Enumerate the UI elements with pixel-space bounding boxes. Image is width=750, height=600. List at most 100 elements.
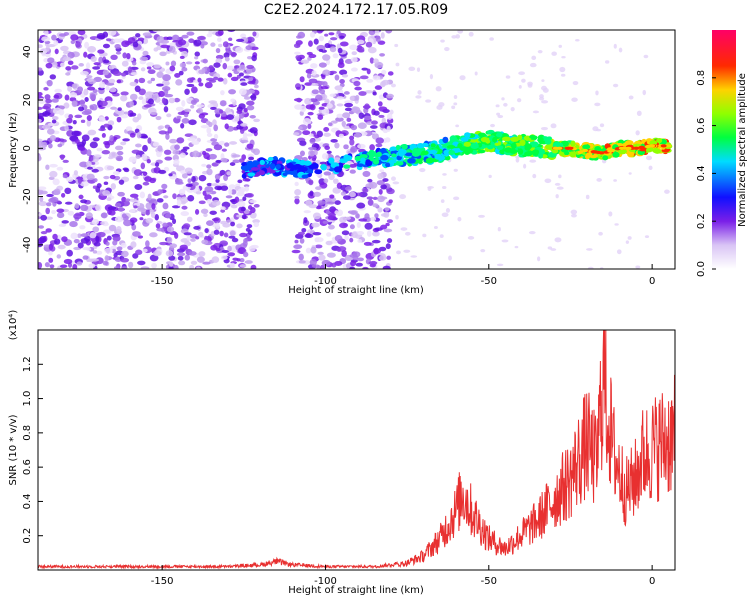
noise-dot (164, 81, 170, 86)
noise-dot (183, 232, 192, 236)
noise-dot (219, 230, 224, 237)
noise-dot (120, 114, 129, 119)
noise-dot (128, 198, 137, 202)
faint-dot (550, 248, 557, 251)
faint-dot (408, 66, 416, 72)
trace-dot (396, 155, 402, 161)
noise-dot (367, 178, 373, 183)
noise-dot (191, 181, 199, 186)
noise-dot (116, 246, 123, 251)
noise-dot (129, 100, 134, 108)
noise-dot (206, 198, 212, 204)
faint-dot (442, 173, 447, 176)
noise-dot (201, 67, 206, 74)
noise-dot (239, 139, 249, 143)
faint-dot (561, 56, 566, 59)
noise-dot (56, 254, 62, 259)
snr-line (38, 330, 675, 570)
noise-dot (53, 94, 60, 99)
noise-dot (74, 203, 80, 209)
noise-dot (228, 37, 233, 42)
faint-dot (391, 176, 396, 181)
noise-dot (51, 34, 57, 41)
noise-dot (362, 266, 369, 269)
spectrogram-x-ticks: -150 -100 -50 0 (151, 264, 655, 287)
noise-dot (198, 200, 206, 205)
faint-dot (422, 233, 427, 238)
faint-dot (453, 102, 458, 106)
noise-dot (200, 43, 205, 49)
noise-dot (180, 169, 186, 175)
noise-dot (317, 200, 326, 205)
faint-dot (643, 54, 649, 59)
noise-dot (190, 238, 196, 242)
noise-dot (357, 239, 363, 243)
noise-dot (56, 208, 65, 213)
noise-dot (252, 148, 260, 156)
noise-dot (220, 185, 229, 191)
noise-dot (151, 203, 156, 210)
noise-dot (313, 38, 319, 45)
noise-dot (210, 244, 218, 251)
noise-dot (379, 53, 385, 57)
noise-dot (217, 77, 224, 82)
noise-dot (252, 31, 257, 37)
trace-dot (496, 132, 503, 138)
trace-dot (656, 137, 663, 144)
noise-dot (46, 79, 53, 87)
noise-dot (38, 67, 43, 72)
noise-dot (168, 45, 176, 53)
trace-dot (652, 147, 660, 154)
colorbar-tick-label: 0.4 (696, 165, 707, 181)
noise-dot (374, 85, 383, 90)
noise-dot (145, 217, 154, 224)
noise-dot (115, 155, 124, 162)
spectrogram-dots (38, 30, 673, 269)
faint-dot (558, 44, 562, 48)
noise-dot (38, 112, 47, 117)
noise-dot (372, 203, 379, 208)
noise-dot (107, 206, 117, 211)
faint-dot (531, 55, 537, 61)
noise-dot (205, 148, 213, 152)
noise-dot (153, 64, 161, 69)
noise-dot (336, 113, 344, 119)
trace-dot (314, 169, 323, 175)
trace-dot (463, 141, 472, 147)
noise-dot (318, 48, 324, 52)
noise-dot (39, 236, 47, 243)
noise-dot (38, 106, 43, 110)
noise-dot (380, 32, 385, 39)
faint-dot (540, 126, 548, 131)
trace-core-dot (590, 150, 597, 154)
noise-dot (165, 133, 170, 140)
faint-dot (612, 83, 619, 88)
noise-dot (129, 217, 138, 223)
noise-dot (321, 153, 329, 160)
noise-dot (201, 239, 209, 245)
noise-dot (366, 230, 372, 237)
noise-dot (353, 80, 361, 87)
noise-dot (107, 120, 115, 126)
noise-dot (73, 213, 82, 220)
noise-dot (83, 51, 88, 58)
noise-dot (375, 143, 383, 148)
noise-dot (38, 140, 44, 148)
noise-dot (222, 77, 228, 85)
noise-dot (386, 188, 395, 195)
spectrogram-y-ticks: -40 -20 0 20 40 (22, 45, 43, 253)
noise-dot (155, 115, 162, 121)
faint-dot (521, 78, 526, 83)
figure-title: C2E2.2024.172.17.05.R09 (264, 2, 448, 18)
trace-dot (545, 143, 553, 150)
noise-dot (156, 198, 164, 203)
noise-dot (172, 149, 180, 155)
noise-dot (367, 199, 374, 206)
noise-dot (51, 119, 57, 124)
noise-dot (196, 256, 205, 263)
noise-dot (240, 82, 248, 86)
noise-dot (374, 30, 380, 36)
noise-dot (350, 57, 358, 63)
trace-dot (328, 157, 335, 164)
faint-dot (539, 96, 545, 101)
